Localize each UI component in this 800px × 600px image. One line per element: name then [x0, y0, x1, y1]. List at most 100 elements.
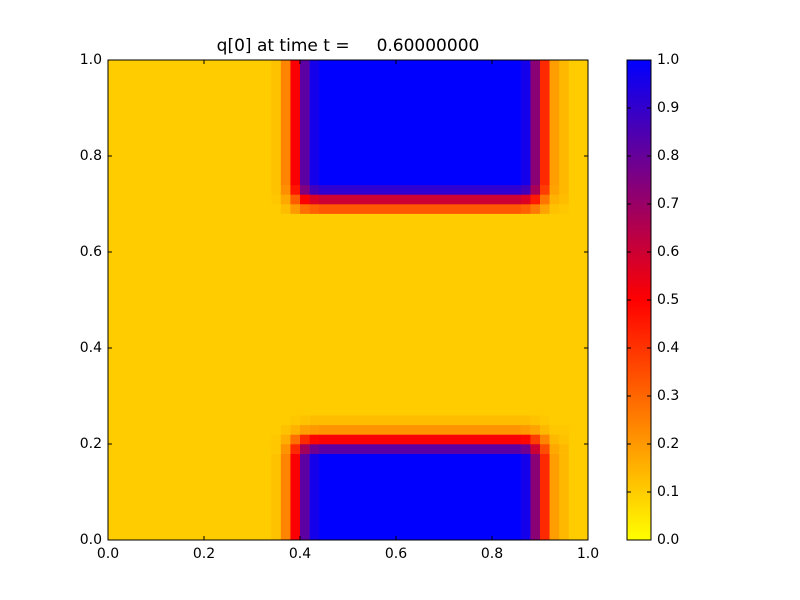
heatmap-cell: [319, 194, 522, 205]
heatmap-cell: [108, 444, 272, 454]
heatmap-cell: [530, 213, 541, 416]
heatmap-cell: [309, 444, 320, 454]
heatmap-cell: [290, 184, 301, 195]
heatmap-cell: [309, 194, 320, 205]
heatmap-cell: [559, 415, 570, 426]
heatmap-cell: [319, 204, 522, 214]
heatmap-cell: [540, 434, 550, 445]
heatmap-cell: [309, 415, 320, 426]
y-tick-label: 0.0: [80, 532, 102, 548]
heatmap-cell: [290, 424, 301, 435]
plot-frame: [107, 59, 589, 541]
heatmap-cell: [530, 444, 541, 454]
heatmap-cell: [290, 204, 301, 214]
heatmap-cell: [280, 60, 291, 186]
heatmap-cell: [319, 184, 522, 195]
heatmap-cell: [319, 415, 522, 426]
heatmap-cell: [290, 213, 301, 416]
heatmap-cell: [530, 204, 541, 214]
heatmap-cell: [540, 184, 550, 195]
colorbar-tick-label: 0.2: [657, 436, 679, 452]
colorbar-tick-label: 0.3: [657, 388, 679, 404]
heatmap-cell: [309, 213, 320, 416]
heatmap-cell: [549, 444, 560, 454]
heatmap-cell: [280, 434, 291, 445]
y-tick-label: 1.0: [80, 52, 102, 68]
heatmap-cell: [319, 434, 522, 445]
heatmap-cell: [300, 424, 310, 435]
heatmap-cell: [568, 184, 589, 195]
heatmap-cell: [549, 213, 560, 416]
heatmap-cell: [290, 194, 301, 205]
y-tick-label: 0.8: [80, 148, 102, 164]
heatmap-cell: [280, 184, 291, 195]
heatmap-cell: [568, 424, 589, 435]
heatmap-cell: [108, 434, 272, 445]
heatmap-cell: [108, 453, 272, 541]
heatmap-cell: [280, 194, 291, 205]
chart-title: q[0] at time t = 0.60000000: [217, 36, 480, 56]
y-tick-label: 0.6: [80, 244, 102, 260]
heatmap-cell: [271, 184, 282, 195]
heatmap-cell: [290, 60, 301, 186]
x-tick-label: 0.0: [97, 546, 119, 562]
heatmap-cell: [271, 444, 282, 454]
heatmap-cell: [319, 444, 522, 454]
heatmap-cell: [290, 453, 301, 541]
heatmap-cell: [309, 424, 320, 435]
heatmap-cell: [108, 184, 272, 195]
heatmap-cell: [559, 204, 570, 214]
heatmap-cell: [568, 60, 589, 186]
heatmap-cell: [309, 60, 320, 186]
heatmap-cell: [549, 204, 560, 214]
heatmap-cell: [280, 424, 291, 435]
heatmap-cell: [520, 184, 531, 195]
heatmap-cell: [290, 434, 301, 445]
heatmap-cell: [309, 204, 320, 214]
heatmap-cell: [520, 453, 531, 541]
heatmap-cell: [319, 60, 522, 186]
heatmap-cell: [520, 213, 531, 416]
heatmap-cell: [108, 424, 272, 435]
heatmap-cell: [108, 60, 272, 186]
colorbar-tick-label: 0.1: [657, 484, 679, 500]
heatmap-cell: [568, 194, 589, 205]
heatmap-cell: [559, 184, 570, 195]
heatmap-cell: [540, 415, 550, 426]
heatmap-cell: [271, 204, 282, 214]
heatmap-cell: [559, 434, 570, 445]
heatmap-cell: [290, 415, 301, 426]
heatmap-cell: [280, 444, 291, 454]
heatmap-cell: [280, 204, 291, 214]
heatmap-cell: [530, 415, 541, 426]
heatmap-cell: [568, 444, 589, 454]
heatmap-cell: [520, 204, 531, 214]
heatmap-cell: [280, 453, 291, 541]
heatmap-cell: [280, 415, 291, 426]
heatmap-cell: [549, 60, 560, 186]
heatmap-cell: [549, 194, 560, 205]
heatmap-cell: [559, 213, 570, 416]
y-tick-label: 0.2: [80, 436, 102, 452]
heatmap-cell: [271, 415, 282, 426]
heatmap-cell: [280, 213, 291, 416]
heatmap-cell: [319, 424, 522, 435]
heatmap-cell: [108, 204, 272, 214]
heatmap-cell: [300, 213, 310, 416]
heatmap-cell: [271, 213, 282, 416]
heatmap-cell: [549, 434, 560, 445]
heatmap-cell: [271, 453, 282, 541]
heatmap-cell: [540, 60, 550, 186]
heatmap-cell: [568, 434, 589, 445]
heatmap-cell: [520, 444, 531, 454]
heatmap-cell: [530, 424, 541, 435]
heatmap-cell: [290, 444, 301, 454]
heatmap-cell: [568, 204, 589, 214]
heatmap-cell: [549, 424, 560, 435]
heatmap-cell: [520, 415, 531, 426]
heatmap-cell: [300, 415, 310, 426]
heatmap-cell: [300, 194, 310, 205]
colorbar-tick-label: 0.6: [657, 244, 679, 260]
x-tick-label: 0.8: [481, 546, 503, 562]
